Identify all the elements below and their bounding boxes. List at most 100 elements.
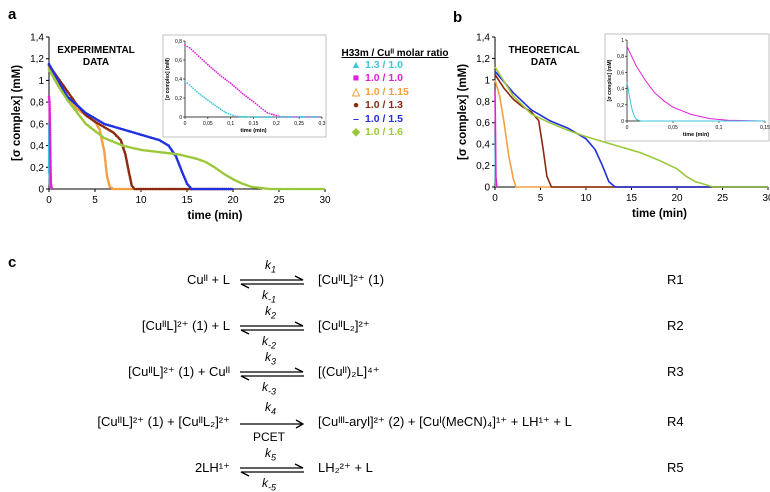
legend-marker: ● (352, 99, 360, 112)
data-point (263, 187, 267, 190)
data-point (120, 140, 123, 144)
data-point (122, 146, 125, 150)
data-point (99, 123, 102, 127)
data-point (297, 187, 300, 191)
data-point (219, 187, 222, 191)
y-tick-label: 1,4 (476, 33, 490, 44)
data-point (141, 134, 145, 137)
equilibrium-arrow (240, 367, 304, 381)
data-point (104, 137, 108, 141)
inset-data-point (275, 114, 278, 117)
arrow-condition: PCET (253, 430, 286, 444)
data-point (113, 140, 116, 144)
inset-x-tick-label: 0,1 (716, 125, 723, 131)
data-point (104, 167, 108, 171)
data-point (104, 126, 108, 130)
inset-data-point (203, 60, 206, 63)
inset-y-tick-label: 0,2 (617, 103, 624, 109)
data-point (105, 170, 108, 173)
data-point (169, 152, 173, 155)
data-point (116, 187, 119, 191)
inset-data-point (245, 116, 248, 118)
data-point (192, 187, 196, 191)
inset-data-point (268, 112, 271, 115)
reaction-products: [Cuᴵᴵᴵ-aryl]²⁺ (2) + [Cuᴵ(MeCN)₄]¹⁺ + LH… (318, 414, 572, 429)
inset-data-point (210, 101, 213, 104)
data-point (266, 187, 269, 190)
reaction-products: [(Cuᴵᴵ)₂L]⁴⁺ (318, 364, 380, 379)
inset-data-point (186, 45, 189, 48)
data-point (223, 187, 226, 191)
inset-data-point (243, 94, 246, 96)
y-axis-label: [σ complex] (mM) (457, 64, 469, 160)
inset-frame (162, 34, 327, 138)
data-point (272, 187, 276, 191)
data-point (77, 108, 80, 112)
data-point (133, 187, 136, 191)
series-line-5 (494, 66, 768, 188)
data-point (180, 187, 183, 191)
series-line-4 (494, 70, 768, 188)
x-tick-label: 5 (538, 193, 544, 204)
data-point (277, 187, 280, 191)
inset-x-tick-label: 0,15 (760, 125, 770, 131)
inset-data-point (236, 115, 239, 118)
legend-title: H33m / Cuᴵᴵ molar ratio (341, 48, 449, 59)
inset-data-point (238, 89, 241, 92)
data-point (240, 182, 244, 185)
legend-item: ● 1.0 / 1.3 (350, 99, 454, 112)
data-point (129, 177, 132, 181)
data-point (133, 147, 137, 150)
data-point (98, 128, 101, 131)
inset-data-point (254, 102, 257, 105)
data-point (270, 187, 274, 191)
y-tick-label: 1,2 (476, 54, 490, 65)
data-point (295, 187, 298, 191)
data-point (137, 148, 141, 151)
data-point (49, 180, 53, 183)
data-point (144, 187, 148, 191)
data-point (48, 135, 52, 139)
data-point (49, 148, 52, 152)
reaction-scheme: Cuᴵᴵ + L k1 k-1 [CuᴵᴵL]²⁺ (1) R1 [CuᴵᴵL]²⁺ (1… (0, 258, 770, 492)
inset-x-tick-label: 0,25 (294, 121, 304, 127)
data-point (91, 119, 95, 122)
data-point (68, 93, 72, 97)
inset-data-point (260, 107, 263, 109)
y-tick-label: 0,8 (30, 98, 44, 109)
inset-data-point (188, 46, 191, 49)
data-point (194, 187, 198, 191)
data-point (279, 187, 283, 191)
inset-data-point (197, 55, 200, 58)
inset-data-point (250, 99, 253, 102)
x-tick-label: 0 (492, 193, 498, 204)
data-point (220, 171, 224, 174)
inset-data-point (313, 116, 316, 118)
legend-label: 1.0 / 1.3 (365, 99, 403, 112)
data-point (48, 113, 51, 117)
inset-y-tick-label: 0,4 (617, 87, 624, 93)
data-point (188, 185, 192, 189)
reaction-reactants: [CuᴵᴵL]²⁺ (1) + Cuᴵᴵ (128, 364, 230, 379)
data-point (125, 161, 129, 164)
data-point (194, 157, 198, 160)
data-point (67, 91, 70, 95)
data-point (77, 105, 81, 109)
inset-data-point (289, 116, 292, 118)
inset-data-point (245, 95, 248, 98)
inset-data-point (232, 114, 234, 117)
data-point (221, 187, 224, 191)
inset-data-point (256, 104, 259, 106)
inset-chart: 0 0,2 0,4 0,6 0,8 1 0 0,05 0,1 0,15 time (min) [σ c… (604, 33, 770, 142)
data-point (50, 185, 53, 189)
data-point (58, 82, 62, 86)
y-tick-label: 0,6 (476, 118, 490, 129)
reaction-row: 2LH¹⁺ k5 k-5 LH₂²⁺ + L R5 (0, 446, 770, 492)
inset-data-point (199, 93, 202, 96)
inset-data-point (222, 76, 225, 79)
inset-data-point (194, 89, 196, 91)
legend-label: 1.0 / 1.6 (365, 126, 403, 139)
chart-a: 0 0,2 0,4 0,6 0,8 1 1,2 1,4 0 5 10 15 20 25 30 time (mi… (11, 33, 331, 223)
data-point (147, 135, 151, 139)
